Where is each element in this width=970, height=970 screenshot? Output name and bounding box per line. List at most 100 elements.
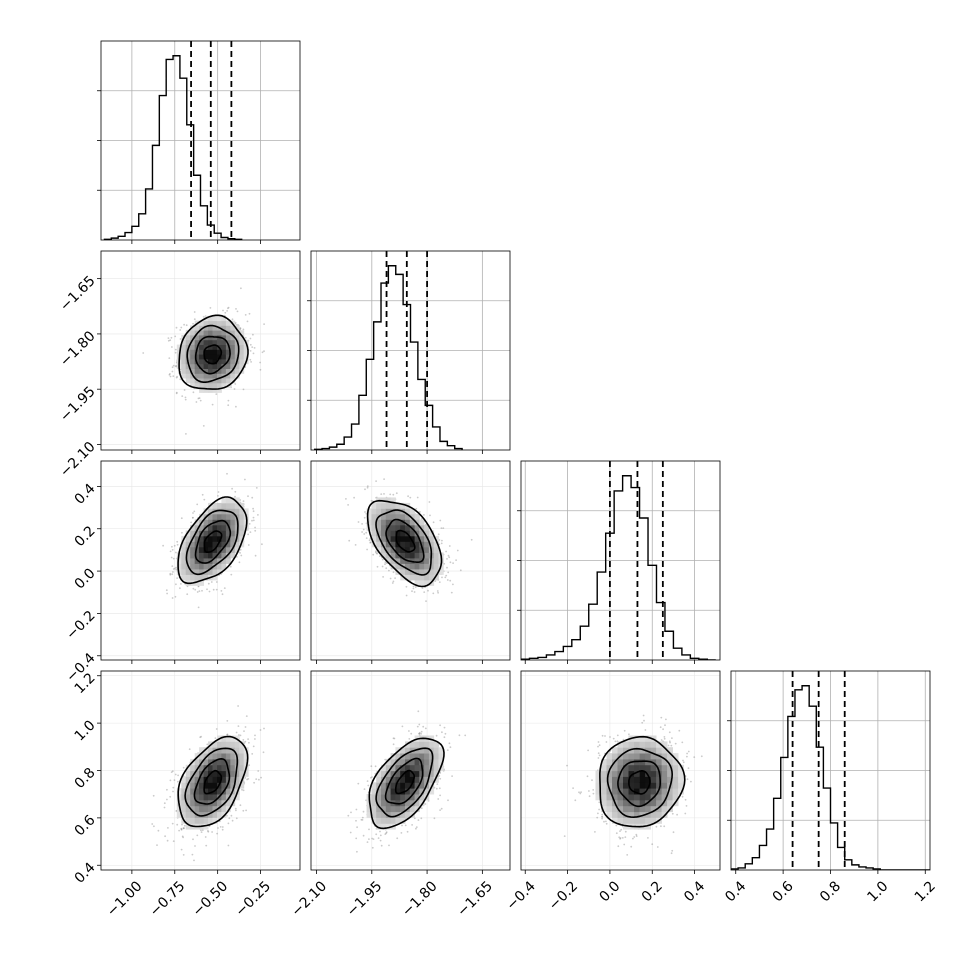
density-cell <box>221 741 227 748</box>
density-cell <box>208 817 213 824</box>
sample-point <box>662 728 664 731</box>
sample-point <box>228 817 231 820</box>
sample-point <box>235 308 237 310</box>
density-cell <box>400 541 406 548</box>
density-cell <box>176 794 182 801</box>
sample-point <box>672 831 675 834</box>
density-cell <box>385 508 391 515</box>
density-cell <box>395 502 401 509</box>
density-cell <box>390 502 396 509</box>
sample-point <box>449 561 452 564</box>
sample-point <box>185 433 187 435</box>
density-cell <box>371 788 377 795</box>
sample-point <box>181 531 183 534</box>
sample-point <box>370 765 373 768</box>
density-cell <box>395 530 401 537</box>
density-cell <box>661 770 668 777</box>
density-cell <box>424 753 430 760</box>
density-cell <box>376 823 382 830</box>
density-cell <box>185 770 191 777</box>
density-cell <box>208 349 213 355</box>
density-cell <box>400 747 406 754</box>
sample-point <box>663 737 666 740</box>
sample-point <box>221 828 224 831</box>
density-cell <box>181 368 187 374</box>
sample-point <box>635 835 638 837</box>
density-cell <box>217 315 222 322</box>
sample-point <box>179 338 182 340</box>
density-cell <box>385 558 391 564</box>
density-cell <box>225 782 231 789</box>
density-cell <box>376 508 382 515</box>
sample-point <box>182 827 185 830</box>
density-cell <box>234 335 240 341</box>
density-cell <box>390 535 396 542</box>
sample-point <box>411 590 413 593</box>
sample-point <box>432 521 435 524</box>
density-cell <box>217 758 222 766</box>
contour-3 <box>178 314 249 390</box>
density-cell <box>385 817 391 824</box>
sample-point <box>579 792 582 795</box>
density-cell <box>212 368 218 374</box>
density-cell <box>190 530 196 537</box>
density-cell <box>395 513 401 520</box>
sample-point <box>177 774 180 777</box>
density-cell <box>381 502 387 509</box>
sample-point <box>163 806 166 809</box>
density-cell <box>230 378 236 384</box>
density-cell <box>217 368 222 374</box>
density-cell <box>221 513 227 520</box>
density-cell <box>390 497 396 504</box>
density-cell <box>381 541 387 548</box>
sample-point <box>362 810 365 813</box>
sample-point <box>659 726 662 729</box>
sample-point <box>193 510 196 513</box>
sample-point <box>394 577 396 579</box>
density-cell <box>645 788 651 795</box>
sample-point <box>221 826 224 828</box>
sample-point <box>182 836 185 839</box>
density-cell <box>194 574 200 581</box>
density-cell <box>438 569 444 575</box>
density-cell <box>212 811 218 818</box>
sample-point <box>690 780 692 783</box>
density-cell <box>428 770 435 777</box>
density-cell <box>405 753 411 760</box>
sample-point <box>190 521 193 524</box>
density-cell <box>371 524 377 531</box>
sample-point <box>234 807 237 810</box>
density-cell <box>190 541 196 548</box>
contour-1 <box>194 519 232 564</box>
density-cell <box>639 741 646 748</box>
density-cell <box>221 552 227 559</box>
sample-point <box>605 822 608 825</box>
sample-point <box>587 749 589 752</box>
sample-point <box>236 556 238 558</box>
density-cell <box>661 799 668 807</box>
density-cell <box>623 811 629 818</box>
sample-point <box>670 852 673 855</box>
density-cell <box>601 776 607 783</box>
sample-point <box>446 749 449 751</box>
density-cell <box>606 794 613 801</box>
density-cell <box>376 817 382 824</box>
density-cell <box>424 569 430 575</box>
density-cell <box>230 770 236 777</box>
density-cell <box>225 519 231 526</box>
x-tick-label: −1.80 <box>399 878 441 920</box>
density-cell <box>433 552 439 559</box>
density-cell <box>376 547 382 553</box>
density-cell <box>606 788 613 795</box>
density-cell <box>203 817 209 824</box>
density-cell <box>225 497 231 504</box>
density-cell <box>424 563 430 570</box>
density-cell <box>634 817 640 824</box>
density-cell <box>656 747 662 754</box>
density-cell <box>185 799 191 807</box>
sample-point <box>226 733 229 736</box>
hist-step <box>521 475 716 660</box>
sample-point <box>176 577 179 579</box>
sample-point <box>418 731 421 734</box>
density-cell <box>400 535 406 542</box>
